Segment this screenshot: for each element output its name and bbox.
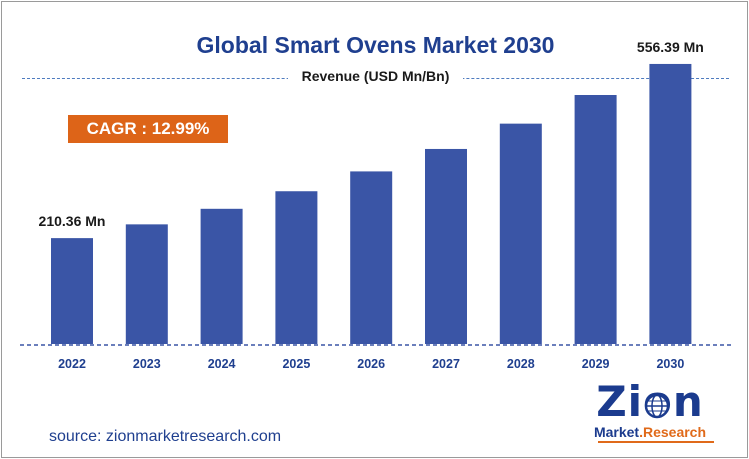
chart-title: Global Smart Ovens Market 2030 — [196, 32, 555, 58]
cagr-badge: CAGR : 12.99% — [68, 115, 228, 143]
x-tick-label-2027: 2027 — [432, 357, 460, 371]
labels-layer: 210.36 Mn 556.39 Mn — [39, 39, 704, 229]
x-tick-label-2022: 2022 — [58, 357, 86, 371]
bar-2025 — [275, 191, 318, 344]
bar-2029 — [574, 95, 617, 344]
logo-subtitle: Market.Research — [580, 424, 720, 440]
globe-icon — [644, 393, 670, 419]
bar-2023 — [125, 224, 168, 344]
bar-2030 — [649, 63, 692, 344]
x-tick-label-2025: 2025 — [282, 357, 310, 371]
data-label-2022: 210.36 Mn — [39, 213, 106, 229]
bar-2027 — [425, 148, 467, 344]
bar-2028 — [499, 123, 542, 345]
logo-sub-market: Market — [593, 424, 640, 440]
axis-layer: 2022 2023 2024 2025 2026 2027 2028 2029 2030 — [20, 344, 731, 371]
logo-underline — [598, 441, 714, 443]
x-tick-label-2030: 2030 — [656, 357, 684, 371]
bars-layer — [51, 63, 692, 345]
x-tick-label-2023: 2023 — [133, 357, 161, 371]
x-tick-label-2029: 2029 — [582, 357, 610, 371]
bar-2026 — [350, 171, 393, 344]
x-tick-label-2026: 2026 — [357, 357, 385, 371]
bar-2024 — [200, 208, 243, 344]
zion-logo: Zion Market.Research — [580, 381, 720, 447]
data-label-2030: 556.39 Mn — [637, 39, 704, 55]
source-text: source: zionmarketresearch.com — [49, 428, 282, 445]
logo-sub-research: .Research — [639, 424, 707, 440]
x-tick-label-2028: 2028 — [507, 357, 535, 371]
bar-2022 — [51, 238, 93, 344]
x-tick-label-2024: 2024 — [208, 357, 236, 371]
chart-subtitle: Revenue (USD Mn/Bn) — [287, 68, 464, 84]
chart-subtitle-wrap: Revenue (USD Mn/Bn) — [2, 68, 747, 86]
